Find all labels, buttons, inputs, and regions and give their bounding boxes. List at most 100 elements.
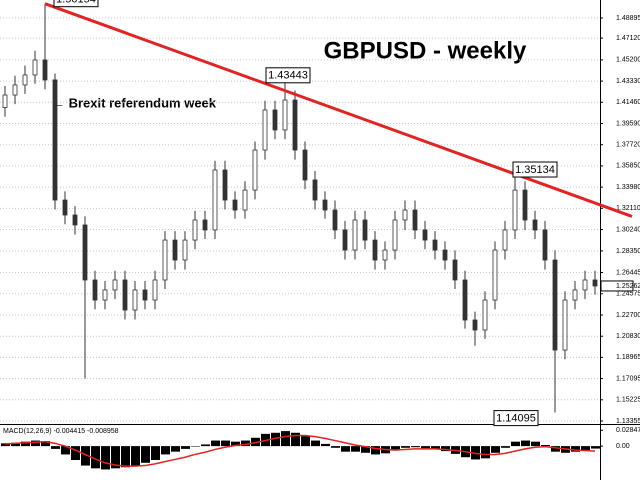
price-label: 1.35134: [515, 164, 555, 176]
price-label-box: [53, 0, 99, 8]
candle-body: [502, 229, 508, 251]
price-label-box: [265, 67, 311, 84]
candle-body: [412, 209, 418, 231]
candle-body: [352, 219, 358, 251]
macd-bar: [391, 446, 400, 451]
y-tick-label: 1.32110: [616, 205, 640, 212]
candle-body: [292, 99, 298, 151]
candle-body: [32, 59, 38, 76]
candle-body: [52, 79, 58, 201]
macd-bar: [121, 446, 130, 468]
y-tick-label: 1.47120: [616, 35, 640, 42]
candle-body: [362, 219, 368, 241]
y-tick-label: 1.13355: [616, 418, 640, 425]
y-tick-label: 1.22700: [616, 312, 640, 319]
macd-bar: [361, 446, 370, 453]
macd-bar: [281, 431, 290, 447]
macd-bar: [411, 446, 420, 448]
candle-body: [302, 149, 308, 181]
candle-body: [442, 249, 448, 261]
current-price-label: 1.25262: [616, 283, 640, 290]
trend-line: [44, 2, 633, 218]
candle-body: [582, 279, 588, 291]
macd-bar: [211, 440, 220, 447]
candle-body: [492, 249, 498, 301]
candle-body: [2, 94, 8, 108]
candle-body: [452, 259, 458, 281]
macd-bar: [431, 446, 440, 450]
macd-bar: [51, 446, 60, 449]
macd-bar: [41, 441, 50, 447]
candle-body: [572, 289, 578, 301]
macd-bar: [501, 446, 510, 448]
price-label: 1.43443: [268, 70, 308, 82]
y-tick-label: 1.20830: [616, 333, 640, 340]
macd-bar: [61, 446, 70, 455]
annotation: ← Brexit referendum week: [52, 95, 217, 110]
candle-body: [252, 149, 258, 191]
macd-bar: [271, 432, 280, 447]
price-label-box: [493, 410, 539, 427]
macd-bar: [351, 446, 360, 452]
macd-bar: [581, 446, 590, 450]
candle-body: [162, 239, 168, 281]
macd-bar: [161, 446, 170, 455]
macd-bar: [11, 442, 20, 447]
macd-bar: [371, 446, 380, 455]
candle-body: [152, 279, 158, 301]
macd-bar: [221, 440, 230, 447]
macd-signal: [4, 434, 596, 467]
macd-bar: [141, 446, 150, 463]
candle-body: [42, 59, 48, 81]
macd-tick-label: 0.00: [616, 443, 630, 450]
macd-tick-label: 0.028472: [616, 427, 640, 434]
candle-body: [82, 224, 88, 281]
macd-bar: [591, 446, 600, 449]
macd-bar: [441, 446, 450, 452]
y-tick-label: 1.15225: [616, 397, 640, 404]
y-tick-label: 1.26445: [616, 269, 640, 276]
candle-body: [562, 299, 568, 351]
macd-bar: [521, 440, 530, 447]
macd-bar: [31, 440, 40, 447]
candle-body: [212, 169, 218, 231]
macd-bar: [341, 446, 350, 452]
candle-body: [392, 219, 398, 251]
candle-body: [512, 189, 518, 231]
y-tick-label: 1.37720: [616, 142, 640, 149]
macd-bar: [481, 446, 490, 459]
macd-bar: [231, 441, 240, 447]
candle-body: [532, 219, 538, 231]
y-tick-label: 1.41460: [616, 99, 640, 106]
y-tick-label: 1.48895: [616, 15, 640, 22]
macd-label: MACD(12,26,9) -0.004415 -0.008958: [3, 428, 119, 435]
macd-bar: [291, 432, 300, 447]
candle-body: [332, 209, 338, 231]
y-tick-label: 1.17095: [616, 375, 640, 382]
candle-body: [472, 319, 478, 331]
candle-body: [172, 239, 178, 261]
macd-bar: [181, 446, 190, 449]
candle-body: [222, 169, 228, 201]
candle-body: [262, 109, 268, 151]
candle-body: [192, 219, 198, 241]
macd-bar: [321, 443, 330, 447]
macd-bar: [101, 446, 110, 470]
y-tick-label: 1.33980: [616, 184, 640, 191]
macd-bar: [81, 446, 90, 466]
y-tick-label: 1.35850: [616, 163, 640, 170]
macd-bar: [191, 446, 200, 447]
macd-bar: [21, 441, 30, 447]
candle-body: [322, 199, 328, 211]
candle-body: [422, 229, 428, 241]
macd-bar: [151, 446, 160, 460]
candle-body: [62, 199, 68, 216]
y-tick-label: 1.30240: [616, 226, 640, 233]
candle-body: [592, 279, 598, 287]
macd-bar: [331, 446, 340, 448]
macd-bar: [201, 444, 210, 447]
candle-body: [482, 299, 488, 331]
candle-body: [312, 179, 318, 201]
candle-body: [462, 279, 468, 321]
